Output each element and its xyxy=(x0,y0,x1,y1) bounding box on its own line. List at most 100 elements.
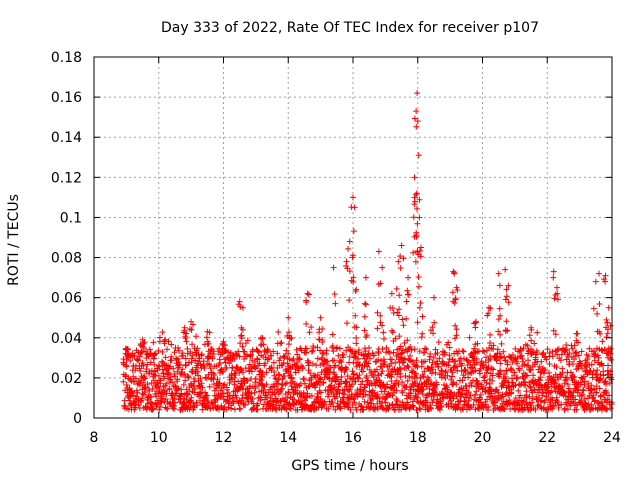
data-point xyxy=(137,342,144,349)
data-point xyxy=(504,327,511,334)
data-point xyxy=(377,312,384,319)
data-point xyxy=(207,365,214,372)
data-point xyxy=(249,395,256,402)
data-point xyxy=(199,384,206,391)
data-point xyxy=(308,324,315,331)
data-point xyxy=(258,382,265,389)
data-point xyxy=(317,347,324,354)
data-point xyxy=(303,402,310,409)
data-point xyxy=(550,268,557,275)
data-point xyxy=(550,402,557,409)
data-point xyxy=(351,354,358,361)
data-point xyxy=(540,370,547,377)
data-point xyxy=(211,387,218,394)
data-point xyxy=(529,395,536,402)
data-point xyxy=(178,390,185,397)
data-point xyxy=(485,304,492,311)
data-point xyxy=(307,370,314,377)
data-point xyxy=(206,361,213,368)
data-point xyxy=(452,358,459,365)
data-point xyxy=(340,354,347,361)
data-point xyxy=(143,365,150,372)
data-point xyxy=(608,356,615,363)
data-point xyxy=(417,244,424,251)
data-point xyxy=(418,363,425,370)
data-point xyxy=(254,355,261,362)
data-point xyxy=(413,357,420,364)
data-point xyxy=(518,352,525,359)
data-point xyxy=(239,395,246,402)
data-point xyxy=(525,357,532,364)
data-point xyxy=(590,305,597,312)
data-point xyxy=(142,375,149,382)
data-point xyxy=(321,401,328,408)
data-point xyxy=(453,381,460,388)
data-point xyxy=(300,375,307,382)
data-point xyxy=(346,353,353,360)
data-point xyxy=(553,394,560,401)
data-point xyxy=(184,373,191,380)
data-point xyxy=(237,365,244,372)
data-point xyxy=(362,391,369,398)
data-point xyxy=(361,398,368,405)
data-point xyxy=(181,371,188,378)
data-point xyxy=(362,274,369,281)
data-point xyxy=(400,349,407,356)
data-point xyxy=(416,348,423,355)
data-point xyxy=(190,375,197,382)
data-point xyxy=(270,359,277,366)
data-point xyxy=(413,205,420,212)
data-point xyxy=(189,321,196,328)
data-point xyxy=(604,319,611,326)
data-point xyxy=(374,325,381,332)
data-point xyxy=(154,400,161,407)
data-point xyxy=(258,341,265,348)
data-point xyxy=(147,359,154,366)
data-point xyxy=(346,297,353,304)
data-point xyxy=(220,368,227,375)
data-point xyxy=(437,400,444,407)
y-tick-label: 0.18 xyxy=(51,50,82,66)
data-point xyxy=(554,398,561,405)
data-point xyxy=(526,383,533,390)
data-point xyxy=(435,339,442,346)
data-point xyxy=(329,398,336,405)
data-point xyxy=(352,350,359,357)
data-point xyxy=(431,319,438,326)
data-point xyxy=(506,400,513,407)
data-point xyxy=(407,352,414,359)
data-point xyxy=(182,355,189,362)
data-point xyxy=(213,363,220,370)
data-point xyxy=(455,401,462,408)
data-point xyxy=(237,406,244,413)
data-point xyxy=(596,300,603,307)
data-point xyxy=(352,378,359,385)
data-point xyxy=(388,360,395,367)
data-point xyxy=(417,374,424,381)
data-point xyxy=(177,396,184,403)
data-point xyxy=(497,353,504,360)
data-point xyxy=(278,339,285,346)
data-point xyxy=(287,372,294,379)
data-point xyxy=(299,398,306,405)
data-point xyxy=(329,342,336,349)
data-point xyxy=(395,351,402,358)
data-point xyxy=(304,359,311,366)
data-point xyxy=(459,390,466,397)
data-point xyxy=(340,390,347,397)
data-point xyxy=(497,360,504,367)
data-point xyxy=(248,368,255,375)
data-point xyxy=(602,278,609,285)
data-point xyxy=(417,299,424,306)
data-point xyxy=(334,344,341,351)
data-point xyxy=(452,295,459,302)
data-point xyxy=(217,394,224,401)
data-point xyxy=(144,361,151,368)
data-point xyxy=(416,196,423,203)
data-point xyxy=(381,388,388,395)
data-point xyxy=(432,346,439,353)
data-point xyxy=(588,401,595,408)
data-point xyxy=(607,345,614,352)
data-point xyxy=(331,291,338,298)
